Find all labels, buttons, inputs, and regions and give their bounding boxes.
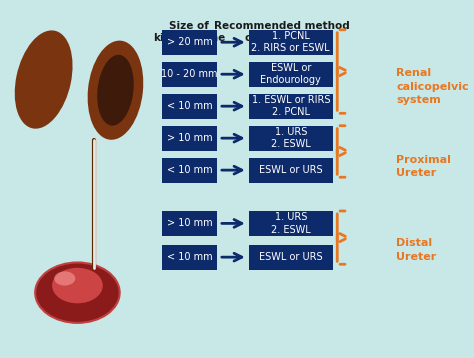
Ellipse shape xyxy=(52,268,103,303)
Text: ESWL or URS: ESWL or URS xyxy=(259,252,323,262)
Text: ESWL or URS: ESWL or URS xyxy=(259,165,323,175)
FancyBboxPatch shape xyxy=(248,245,333,270)
FancyBboxPatch shape xyxy=(248,211,333,236)
FancyBboxPatch shape xyxy=(162,211,217,236)
FancyBboxPatch shape xyxy=(162,245,217,270)
Text: > 20 mm: > 20 mm xyxy=(166,37,212,47)
Text: 1. URS
2. ESWL: 1. URS 2. ESWL xyxy=(271,127,310,149)
FancyBboxPatch shape xyxy=(162,62,217,87)
FancyBboxPatch shape xyxy=(162,126,217,151)
Text: 1. ESWL or RIRS
2. PCNL: 1. ESWL or RIRS 2. PCNL xyxy=(252,95,330,117)
Text: > 10 mm: > 10 mm xyxy=(166,218,212,228)
Text: Proximal
Ureter: Proximal Ureter xyxy=(396,155,451,178)
FancyBboxPatch shape xyxy=(162,30,217,55)
Text: Distal
Ureter: Distal Ureter xyxy=(396,238,437,262)
Text: 1. PCNL
2. RIRS or ESWL: 1. PCNL 2. RIRS or ESWL xyxy=(252,31,330,53)
FancyBboxPatch shape xyxy=(248,94,333,118)
Text: ESWL or
Endourology: ESWL or Endourology xyxy=(260,63,321,86)
Ellipse shape xyxy=(97,55,134,126)
Text: < 10 mm: < 10 mm xyxy=(166,165,212,175)
Text: Renal
calicopelvic
system: Renal calicopelvic system xyxy=(396,68,469,105)
FancyBboxPatch shape xyxy=(162,94,217,118)
FancyBboxPatch shape xyxy=(248,158,333,183)
Ellipse shape xyxy=(88,40,143,140)
Ellipse shape xyxy=(35,262,119,323)
Text: < 10 mm: < 10 mm xyxy=(166,252,212,262)
Text: < 10 mm: < 10 mm xyxy=(166,101,212,111)
Text: Size of
kidneystone: Size of kidneystone xyxy=(153,21,226,43)
FancyBboxPatch shape xyxy=(248,126,333,151)
Ellipse shape xyxy=(15,30,73,129)
FancyBboxPatch shape xyxy=(248,62,333,87)
Ellipse shape xyxy=(54,271,75,286)
Text: 1. URS
2. ESWL: 1. URS 2. ESWL xyxy=(271,212,310,234)
FancyBboxPatch shape xyxy=(248,30,333,55)
Text: 10 - 20 mm: 10 - 20 mm xyxy=(161,69,218,79)
Text: > 10 mm: > 10 mm xyxy=(166,133,212,143)
Text: Recommended method
of treatment: Recommended method of treatment xyxy=(214,21,350,43)
FancyBboxPatch shape xyxy=(162,158,217,183)
